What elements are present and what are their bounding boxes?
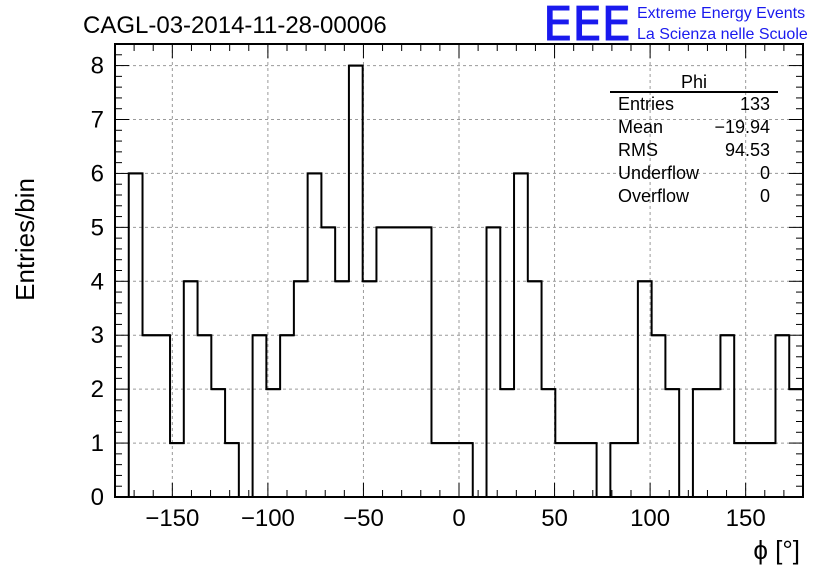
- y-tick-label: 2: [91, 376, 104, 403]
- y-tick-label: 1: [91, 430, 104, 457]
- stats-value: 0: [760, 163, 770, 183]
- stats-label: Entries: [618, 94, 674, 114]
- x-tick-label: −100: [241, 505, 295, 532]
- x-tick-label: 100: [630, 505, 670, 532]
- y-tick-label: 6: [91, 160, 104, 187]
- x-tick-label: 50: [541, 505, 568, 532]
- logo-line-2: La Scienza nelle Scuole: [637, 26, 808, 43]
- x-tick-label: 0: [452, 505, 465, 532]
- stats-box-name: Phi: [681, 72, 707, 92]
- y-tick-label: 5: [91, 214, 104, 241]
- y-tick-label: 0: [91, 484, 104, 511]
- y-tick-label: 8: [91, 53, 104, 80]
- stats-label: Overflow: [618, 186, 690, 206]
- logo-mark: EEE: [543, 0, 631, 51]
- stats-rows: Entries 133 Mean −19.94 RMS 94.53 Underflow 0 Ov…: [618, 94, 770, 206]
- axes: −150 −100 −50 0 50 100 150 0 1 2 3 4 5 6 7 8: [91, 43, 804, 532]
- x-tick-label: −150: [145, 505, 199, 532]
- chart-title: CAGL-03-2014-11-28-00006: [83, 12, 387, 39]
- eee-logo: EEE Extreme Energy Events La Scienza nel…: [543, 0, 808, 52]
- x-tick-label: 150: [726, 505, 766, 532]
- stats-box: Phi Entries 133 Mean −19.94 RMS 94.53 Underflo…: [610, 72, 778, 206]
- stats-label: Mean: [618, 117, 663, 137]
- stats-value: −19.94: [714, 117, 770, 137]
- y-tick-label: 3: [91, 322, 104, 349]
- stats-value: 94.53: [725, 140, 770, 160]
- stats-value: 133: [740, 94, 770, 114]
- x-tick-label: −50: [343, 505, 384, 532]
- y-tick-label: 7: [91, 107, 104, 134]
- stats-value: 0: [760, 186, 770, 206]
- x-axis-label: ϕ [°]: [753, 535, 800, 565]
- grid: [115, 44, 803, 497]
- stats-label: RMS: [618, 140, 658, 160]
- y-tick-label: 4: [91, 268, 104, 295]
- stats-label: Underflow: [618, 163, 700, 183]
- y-axis-label: Entries/bin: [10, 178, 40, 301]
- logo-line-1: Extreme Energy Events: [637, 5, 805, 22]
